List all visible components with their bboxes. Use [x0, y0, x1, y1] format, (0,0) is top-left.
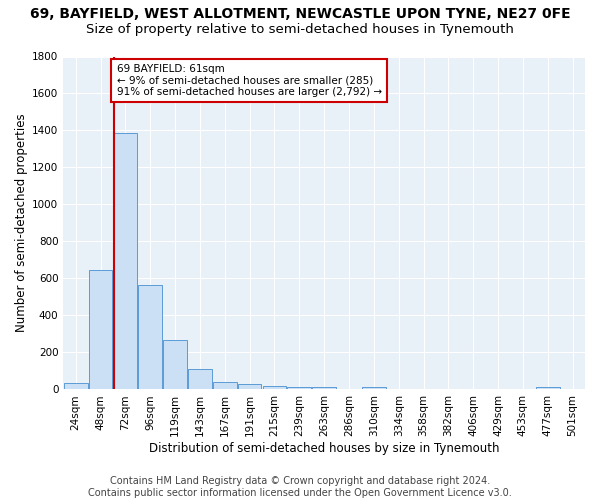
Text: 69, BAYFIELD, WEST ALLOTMENT, NEWCASTLE UPON TYNE, NE27 0FE: 69, BAYFIELD, WEST ALLOTMENT, NEWCASTLE … — [29, 8, 571, 22]
Bar — [188, 369, 212, 390]
Text: 69 BAYFIELD: 61sqm
← 9% of semi-detached houses are smaller (285)
91% of semi-de: 69 BAYFIELD: 61sqm ← 9% of semi-detached… — [116, 64, 382, 97]
Bar — [287, 386, 311, 390]
Y-axis label: Number of semi-detached properties: Number of semi-detached properties — [15, 114, 28, 332]
Bar — [213, 382, 236, 390]
Bar — [89, 270, 112, 390]
Bar — [64, 383, 88, 390]
Bar — [313, 387, 336, 390]
Text: Contains HM Land Registry data © Crown copyright and database right 2024.
Contai: Contains HM Land Registry data © Crown c… — [88, 476, 512, 498]
Text: Size of property relative to semi-detached houses in Tynemouth: Size of property relative to semi-detach… — [86, 22, 514, 36]
Bar — [536, 386, 560, 390]
Bar — [238, 384, 262, 390]
Bar — [362, 386, 386, 390]
Bar — [113, 134, 137, 390]
Bar — [263, 386, 286, 390]
Bar — [163, 340, 187, 390]
X-axis label: Distribution of semi-detached houses by size in Tynemouth: Distribution of semi-detached houses by … — [149, 442, 499, 455]
Bar — [139, 285, 162, 390]
